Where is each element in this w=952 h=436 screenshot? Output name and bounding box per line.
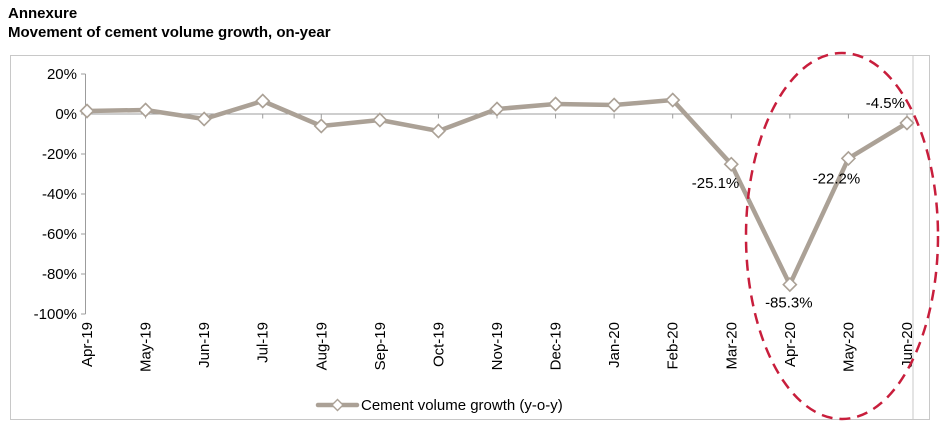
data-point-marker: [723, 156, 739, 172]
y-tick-label: 0%: [55, 106, 77, 123]
x-tick-label: Apr-20: [782, 322, 799, 367]
chart-title: Movement of cement volume growth, on-yea…: [8, 24, 331, 41]
page-title: Annexure: [8, 5, 78, 22]
data-point-marker: [372, 112, 388, 128]
legend: Cement volume growth (y-o-y): [315, 397, 563, 414]
y-axis-labels: 20% 0% -20% -40% -60% -80% -100%: [34, 66, 77, 323]
x-tick-label: Jun-19: [196, 322, 213, 368]
x-tick-label: Nov-19: [489, 322, 506, 370]
data-point-marker: [313, 118, 329, 134]
data-label: -85.3%: [765, 295, 813, 312]
x-tick-label: Mar-20: [723, 322, 740, 370]
data-point-marker: [196, 111, 212, 127]
x-tick-label: Jan-20: [606, 322, 623, 368]
data-label: -25.1%: [692, 175, 740, 192]
x-tick-label: Feb-20: [665, 322, 682, 370]
legend-diamond-icon: [331, 398, 344, 412]
data-point-marker: [899, 115, 915, 131]
data-point-marker: [79, 103, 95, 119]
legend-label: Cement volume growth (y-o-y): [361, 397, 563, 414]
y-tick-label: -60%: [42, 226, 77, 243]
x-tick-label: Aug-19: [313, 322, 330, 370]
data-point-marker: [840, 150, 857, 167]
highlight-ellipse: [744, 51, 940, 421]
data-label: -4.5%: [866, 95, 905, 112]
data-point-marker: [489, 101, 505, 117]
data-point-marker: [665, 92, 681, 108]
chart-border: [10, 55, 930, 420]
x-tick-label: Dec-19: [548, 322, 565, 370]
series-polyline: [84, 97, 910, 287]
x-tick-label: May-20: [840, 322, 857, 372]
y-tick-label: -20%: [42, 146, 77, 163]
highlight-ellipse-shape: [744, 51, 940, 421]
x-tick-label: Oct-19: [430, 322, 447, 367]
data-point-marker: [430, 123, 447, 139]
data-point-marker: [606, 97, 622, 113]
data-point-markers: [79, 92, 915, 293]
y-tick-label: -100%: [34, 306, 77, 323]
y-tick-label: -80%: [42, 266, 77, 283]
y-tick-label: 20%: [47, 66, 77, 83]
x-axis-labels: Apr-19 May-19 Jun-19 Jul-19 Aug-19 Sep-19 Oct-…: [79, 322, 916, 372]
series-line: [84, 97, 910, 287]
data-point-marker: [782, 276, 798, 293]
data-point-marker: [255, 93, 271, 109]
x-tick-label: Jul-19: [255, 322, 272, 363]
data-point-marker: [547, 96, 564, 112]
y-tick-label: -40%: [42, 186, 77, 203]
x-tick-label: Jun-20: [899, 322, 916, 368]
x-tick-label: Sep-19: [372, 322, 389, 370]
data-label: -22.2%: [813, 170, 861, 187]
data-point-marker: [137, 102, 154, 118]
data-labels: -25.1% -85.3% -22.2% -4.5%: [692, 95, 905, 312]
x-tick-label: May-19: [138, 322, 155, 372]
x-tick-label: Apr-19: [79, 322, 96, 367]
